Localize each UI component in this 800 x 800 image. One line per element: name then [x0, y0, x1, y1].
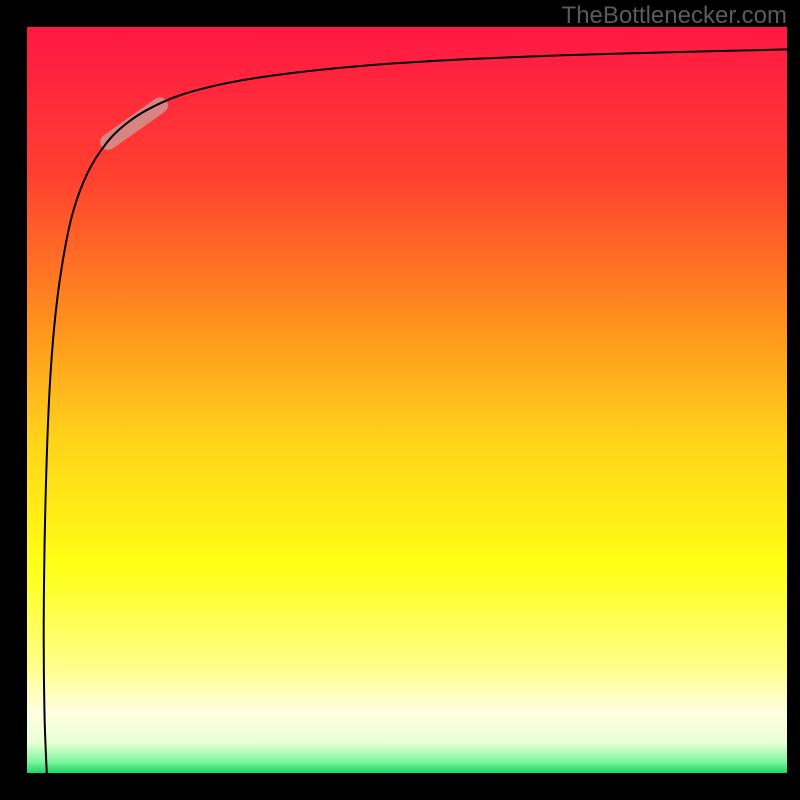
watermark-text: TheBottlenecker.com	[562, 2, 787, 30]
chart-canvas: TheBottlenecker.com	[0, 0, 800, 800]
gradient-background	[27, 27, 787, 773]
plot-area	[27, 27, 787, 773]
chart-svg	[27, 27, 787, 773]
